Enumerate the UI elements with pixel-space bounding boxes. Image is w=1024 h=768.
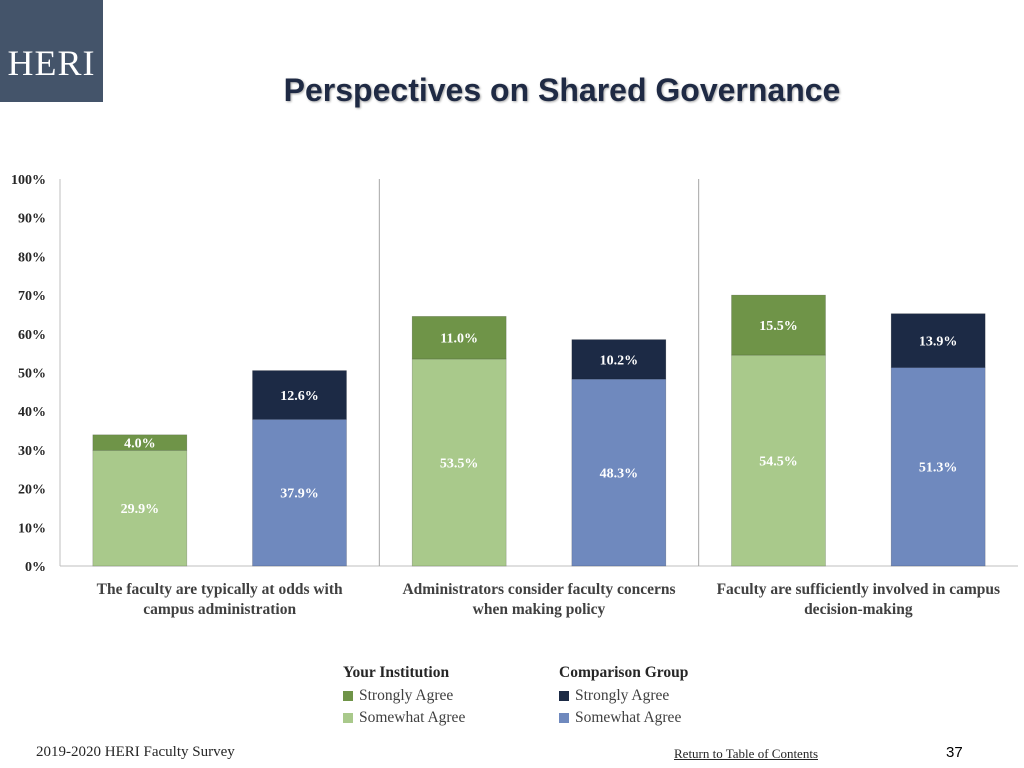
footer-survey-name: 2019-2020 HERI Faculty Survey	[36, 744, 235, 760]
y-tick-label: 100%	[11, 173, 46, 188]
category-label: when making policy	[473, 601, 606, 618]
category-label: The faculty are typically at odds with	[97, 581, 343, 598]
category-label: Faculty are sufficiently involved in cam…	[717, 581, 1000, 598]
bar-comparison-group-somewhat-agree	[571, 378, 667, 567]
legend-swatch	[559, 691, 569, 701]
data-label: 10.2%	[600, 353, 639, 368]
y-tick-label: 40%	[18, 405, 46, 420]
bar-your-institution-strongly-agree	[411, 316, 507, 360]
legend-heading-your-institution: Your Institution	[343, 664, 450, 681]
bar-comparison-group-strongly-agree	[252, 370, 347, 420]
category-label: Administrators consider faculty concerns	[402, 581, 675, 598]
legend-item-strongly-agree-comparison: Strongly Agree	[559, 687, 688, 705]
legend-label: Strongly Agree	[359, 687, 454, 704]
data-label: 15.5%	[759, 319, 798, 334]
y-tick-label: 80%	[18, 250, 46, 265]
stacked-bar-chart: 0% 10% 20% 30% 40% 50% 60% 70% 80% 90% 100% 29.9% 4.…	[11, 173, 1018, 618]
legend-label: Somewhat Agree	[359, 709, 466, 726]
data-label: 54.5%	[759, 455, 798, 470]
legend-comparison-group: Comparison Group Strongly Agree Somewhat…	[559, 664, 688, 731]
data-label: 37.9%	[280, 487, 319, 502]
data-label: 13.9%	[919, 335, 958, 350]
y-tick-label: 10%	[18, 521, 46, 536]
y-tick-label: 20%	[18, 483, 46, 498]
legend-swatch	[559, 713, 569, 723]
data-label: 53.5%	[440, 456, 479, 471]
data-label: 29.9%	[121, 502, 160, 517]
legend-item-somewhat-agree-institution: Somewhat Agree	[343, 709, 465, 727]
y-tick-label: 60%	[18, 328, 46, 343]
bar-your-institution-strongly-agree	[92, 434, 188, 451]
bar-comparison-group-strongly-agree	[571, 339, 667, 380]
bar-comparison-group-somewhat-agree	[252, 419, 347, 567]
legend-swatch	[343, 713, 353, 723]
data-label: 12.6%	[280, 389, 319, 404]
page-number: 37	[946, 744, 963, 761]
bar-your-institution-somewhat-agree	[411, 358, 507, 567]
bar-comparison-group-strongly-agree	[890, 313, 986, 368]
legend-item-somewhat-agree-comparison: Somewhat Agree	[559, 709, 688, 727]
heri-logo: HERI	[0, 0, 103, 102]
bar-your-institution-somewhat-agree	[731, 354, 826, 567]
return-to-toc-link[interactable]: Return to Table of Contents	[674, 746, 818, 761]
y-tick-label: 30%	[18, 444, 46, 459]
legend-label: Strongly Agree	[575, 687, 670, 704]
bar-your-institution-strongly-agree	[731, 294, 826, 356]
data-label: 4.0%	[124, 437, 156, 452]
y-tick-label: 50%	[18, 367, 46, 382]
category-label: campus administration	[143, 601, 296, 618]
bar-comparison-group-somewhat-agree	[890, 367, 986, 567]
logo-text: HERI	[7, 43, 96, 83]
page-title: Perspectives on Shared Governance	[283, 72, 841, 108]
data-label: 51.3%	[919, 461, 958, 476]
legend-item-strongly-agree-institution: Strongly Agree	[343, 687, 465, 705]
y-tick-label: 0%	[25, 560, 46, 575]
legend-swatch	[343, 691, 353, 701]
legend-label: Somewhat Agree	[575, 709, 682, 726]
data-label: 11.0%	[440, 332, 478, 347]
legend-heading-comparison-group: Comparison Group	[559, 664, 689, 681]
data-label: 48.3%	[600, 467, 639, 482]
y-tick-label: 70%	[18, 289, 46, 304]
category-label: decision-making	[804, 601, 913, 618]
y-tick-label: 90%	[18, 212, 46, 227]
legend-your-institution: Your Institution Strongly Agree Somewhat…	[343, 664, 465, 731]
